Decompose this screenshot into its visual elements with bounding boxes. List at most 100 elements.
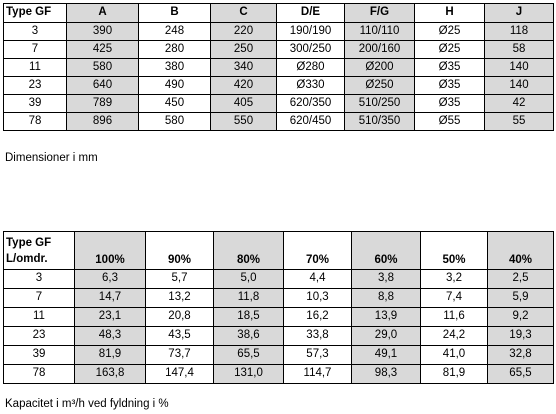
dimension-header-b: B [138,3,211,23]
value-cell: 3,8 [351,269,421,289]
value-cell: 510/250 [344,94,415,113]
value-cell: 550 [210,112,277,131]
value-cell: 81,9 [74,345,146,365]
value-cell: 11,6 [420,307,488,327]
value-cell: 41,0 [420,345,488,365]
value-cell: 14,7 [74,288,146,308]
value-cell: 49,1 [351,345,421,365]
value-cell: 147,4 [145,364,214,384]
value-cell: 110/110 [344,22,415,41]
value-cell: Ø55 [414,112,485,131]
value-cell: 248 [138,22,211,41]
value-cell: 81,9 [420,364,488,384]
value-cell: 6,3 [74,269,146,289]
value-cell: 7,4 [420,288,488,308]
value-cell: 10,3 [283,288,352,308]
type-cell: 78 [3,112,67,131]
value-cell: 510/350 [344,112,415,131]
value-cell: Ø250 [344,76,415,95]
type-cell: 3 [3,22,67,41]
value-cell: 33,8 [283,326,352,346]
dimension-header-fg: F/G [344,3,415,23]
dimension-header-c: C [210,3,277,23]
table-row: 7 14,7 13,2 11,8 10,3 8,8 7,4 5,9 [3,288,554,308]
capacity-caption: Kapacitet i m³/h ved fyldning i % [5,398,169,410]
table-row: 78 896 580 550 620/450 510/350 Ø55 55 [3,112,554,131]
value-cell: 42 [484,94,554,113]
value-cell: 163,8 [74,364,146,384]
value-cell: 250 [210,40,277,59]
type-cell: 23 [3,326,75,346]
value-cell: 580 [138,112,211,131]
value-cell: Ø280 [276,58,345,77]
value-cell: 450 [138,94,211,113]
value-cell: Ø25 [414,40,485,59]
capacity-header-100: 100% [74,231,146,270]
value-cell: 8,8 [351,288,421,308]
value-cell: 580 [66,58,139,77]
value-cell: 380 [138,58,211,77]
value-cell: 118 [484,22,554,41]
table-row: 11 23,1 20,8 18,5 16,2 13,9 11,6 9,2 [3,307,554,327]
value-cell: 5,7 [145,269,214,289]
type-cell: 7 [3,40,67,59]
value-cell: 190/190 [276,22,345,41]
value-cell: 490 [138,76,211,95]
value-cell: 220 [210,22,277,41]
table-row: 7 425 280 250 300/250 200/160 Ø25 58 [3,40,554,59]
value-cell: 29,0 [351,326,421,346]
value-cell: 58 [484,40,554,59]
value-cell: 789 [66,94,139,113]
value-cell: 38,6 [213,326,284,346]
type-cell: 39 [3,94,67,113]
table-row: 11 580 380 340 Ø280 Ø200 Ø35 140 [3,58,554,77]
value-cell: 5,0 [213,269,284,289]
value-cell: 57,3 [283,345,352,365]
value-cell: 73,7 [145,345,214,365]
dimension-header-de: D/E [276,3,345,23]
value-cell: 131,0 [213,364,284,384]
capacity-header-type: Type GF L/omdr. [3,231,75,270]
type-cell: 39 [3,345,75,365]
value-cell: 620/350 [276,94,345,113]
value-cell: 5,9 [487,288,554,308]
dimension-header-j: J [484,3,554,23]
value-cell: 425 [66,40,139,59]
dimension-table-body: 3 390 248 220 190/190 110/110 Ø25 118 7 425 280 250… [3,22,554,131]
type-cell: 11 [3,58,67,77]
value-cell: 43,5 [145,326,214,346]
capacity-table-body: 3 6,3 5,7 5,0 4,4 3,8 3,2 2,5 7 14,7 13,2 11,8 10,3 8… [3,269,554,384]
capacity-header-60: 60% [351,231,421,270]
table-row: 78 163,8 147,4 131,0 114,7 98,3 81,9 65,5 [3,364,554,384]
value-cell: 140 [484,58,554,77]
type-cell: 7 [3,288,75,308]
type-cell: 3 [3,269,75,289]
table-row: 23 48,3 43,5 38,6 33,8 29,0 24,2 19,3 [3,326,554,346]
value-cell: 280 [138,40,211,59]
type-cell: 11 [3,307,75,327]
type-cell: 23 [3,76,67,95]
value-cell: 114,7 [283,364,352,384]
value-cell: 65,5 [487,364,554,384]
value-cell: Ø25 [414,22,485,41]
value-cell: Ø35 [414,76,485,95]
value-cell: 620/450 [276,112,345,131]
capacity-table: Type GF L/omdr. 100% 90% 80% 70% 60% 50%… [3,231,554,384]
value-cell: 65,5 [213,345,284,365]
value-cell: 20,8 [145,307,214,327]
table-row: 39 789 450 405 620/350 510/250 Ø35 42 [3,94,554,113]
value-cell: Ø200 [344,58,415,77]
value-cell: 11,8 [213,288,284,308]
value-cell: 32,8 [487,345,554,365]
value-cell: 13,2 [145,288,214,308]
value-cell: Ø35 [414,58,485,77]
value-cell: 640 [66,76,139,95]
capacity-header-50: 50% [420,231,488,270]
value-cell: 16,2 [283,307,352,327]
table-row: 3 6,3 5,7 5,0 4,4 3,8 3,2 2,5 [3,269,554,289]
value-cell: 23,1 [74,307,146,327]
value-cell: 48,3 [74,326,146,346]
capacity-header-80: 80% [213,231,284,270]
value-cell: 300/250 [276,40,345,59]
value-cell: 2,5 [487,269,554,289]
